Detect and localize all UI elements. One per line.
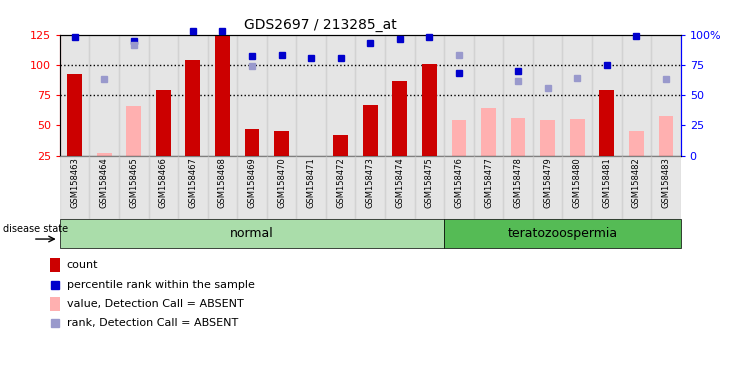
Bar <box>533 35 562 156</box>
Bar <box>533 156 562 219</box>
Text: GSM158481: GSM158481 <box>602 157 611 208</box>
Bar <box>296 35 326 156</box>
Bar <box>629 131 644 156</box>
Bar <box>592 35 622 156</box>
Bar <box>363 105 378 156</box>
Bar <box>178 35 208 156</box>
Text: GSM158468: GSM158468 <box>218 157 227 208</box>
Bar <box>267 156 296 219</box>
Text: GSM158473: GSM158473 <box>366 157 375 208</box>
Bar <box>186 60 200 156</box>
Bar <box>414 156 444 219</box>
Bar <box>60 219 444 248</box>
Bar <box>96 153 111 156</box>
Bar <box>393 81 407 156</box>
Text: GSM158477: GSM158477 <box>484 157 493 208</box>
Bar <box>208 35 237 156</box>
Bar <box>444 219 681 248</box>
Bar <box>60 156 90 219</box>
Bar <box>149 156 178 219</box>
Bar <box>237 35 267 156</box>
Bar <box>215 35 230 156</box>
Text: GSM158478: GSM158478 <box>514 157 523 208</box>
Bar <box>334 135 348 156</box>
Bar <box>503 35 533 156</box>
Bar <box>385 35 414 156</box>
Bar <box>275 131 289 156</box>
Bar <box>119 156 149 219</box>
Bar <box>473 35 503 156</box>
Bar <box>119 35 149 156</box>
Text: percentile rank within the sample: percentile rank within the sample <box>67 280 255 290</box>
Bar <box>237 156 267 219</box>
Text: rank, Detection Call = ABSENT: rank, Detection Call = ABSENT <box>67 318 238 328</box>
Bar <box>414 35 444 156</box>
Text: GSM158480: GSM158480 <box>573 157 582 208</box>
Bar <box>296 156 326 219</box>
Bar <box>326 35 355 156</box>
Bar <box>149 35 178 156</box>
Text: GSM158479: GSM158479 <box>543 157 552 208</box>
Bar <box>67 74 82 156</box>
Text: GSM158467: GSM158467 <box>188 157 197 208</box>
Bar <box>267 35 296 156</box>
Bar <box>355 156 385 219</box>
Bar <box>503 156 533 219</box>
Bar <box>326 156 355 219</box>
Bar <box>592 156 622 219</box>
Title: GDS2697 / 213285_at: GDS2697 / 213285_at <box>244 18 397 32</box>
Bar <box>90 156 119 219</box>
Text: disease state: disease state <box>3 224 68 234</box>
Text: count: count <box>67 260 99 270</box>
Bar <box>622 35 651 156</box>
Bar <box>452 121 466 156</box>
Text: value, Detection Call = ABSENT: value, Detection Call = ABSENT <box>67 299 244 309</box>
Text: GSM158470: GSM158470 <box>277 157 286 208</box>
Bar <box>570 119 585 156</box>
Bar <box>481 108 496 156</box>
Bar <box>178 156 208 219</box>
Bar <box>355 35 385 156</box>
Bar <box>50 297 60 311</box>
Text: GSM158482: GSM158482 <box>632 157 641 208</box>
Text: GSM158476: GSM158476 <box>455 157 464 208</box>
Bar <box>444 156 473 219</box>
Bar <box>156 90 171 156</box>
Text: GSM158471: GSM158471 <box>307 157 316 208</box>
Bar <box>562 156 592 219</box>
Bar <box>651 156 681 219</box>
Bar <box>622 156 651 219</box>
Bar <box>658 116 673 156</box>
Bar <box>444 35 473 156</box>
Bar <box>651 35 681 156</box>
Bar <box>385 156 414 219</box>
Bar <box>208 156 237 219</box>
Text: GSM158469: GSM158469 <box>248 157 257 208</box>
Bar <box>540 121 555 156</box>
Text: GSM158474: GSM158474 <box>396 157 405 208</box>
Text: normal: normal <box>230 227 274 240</box>
Text: GSM158465: GSM158465 <box>129 157 138 208</box>
Text: GSM158463: GSM158463 <box>70 157 79 208</box>
Bar <box>422 64 437 156</box>
Text: GSM158472: GSM158472 <box>336 157 345 208</box>
Bar <box>275 146 289 156</box>
Bar <box>245 129 260 156</box>
Text: GSM158464: GSM158464 <box>99 157 108 208</box>
Bar <box>511 118 525 156</box>
Bar <box>599 90 614 156</box>
Text: teratozoospermia: teratozoospermia <box>507 227 618 240</box>
Text: GSM158466: GSM158466 <box>159 157 168 208</box>
Bar <box>126 106 141 156</box>
Bar <box>562 35 592 156</box>
Bar <box>90 35 119 156</box>
Bar <box>60 35 90 156</box>
Bar <box>50 258 60 272</box>
Bar <box>473 156 503 219</box>
Text: GSM158483: GSM158483 <box>661 157 670 208</box>
Text: GSM158475: GSM158475 <box>425 157 434 208</box>
